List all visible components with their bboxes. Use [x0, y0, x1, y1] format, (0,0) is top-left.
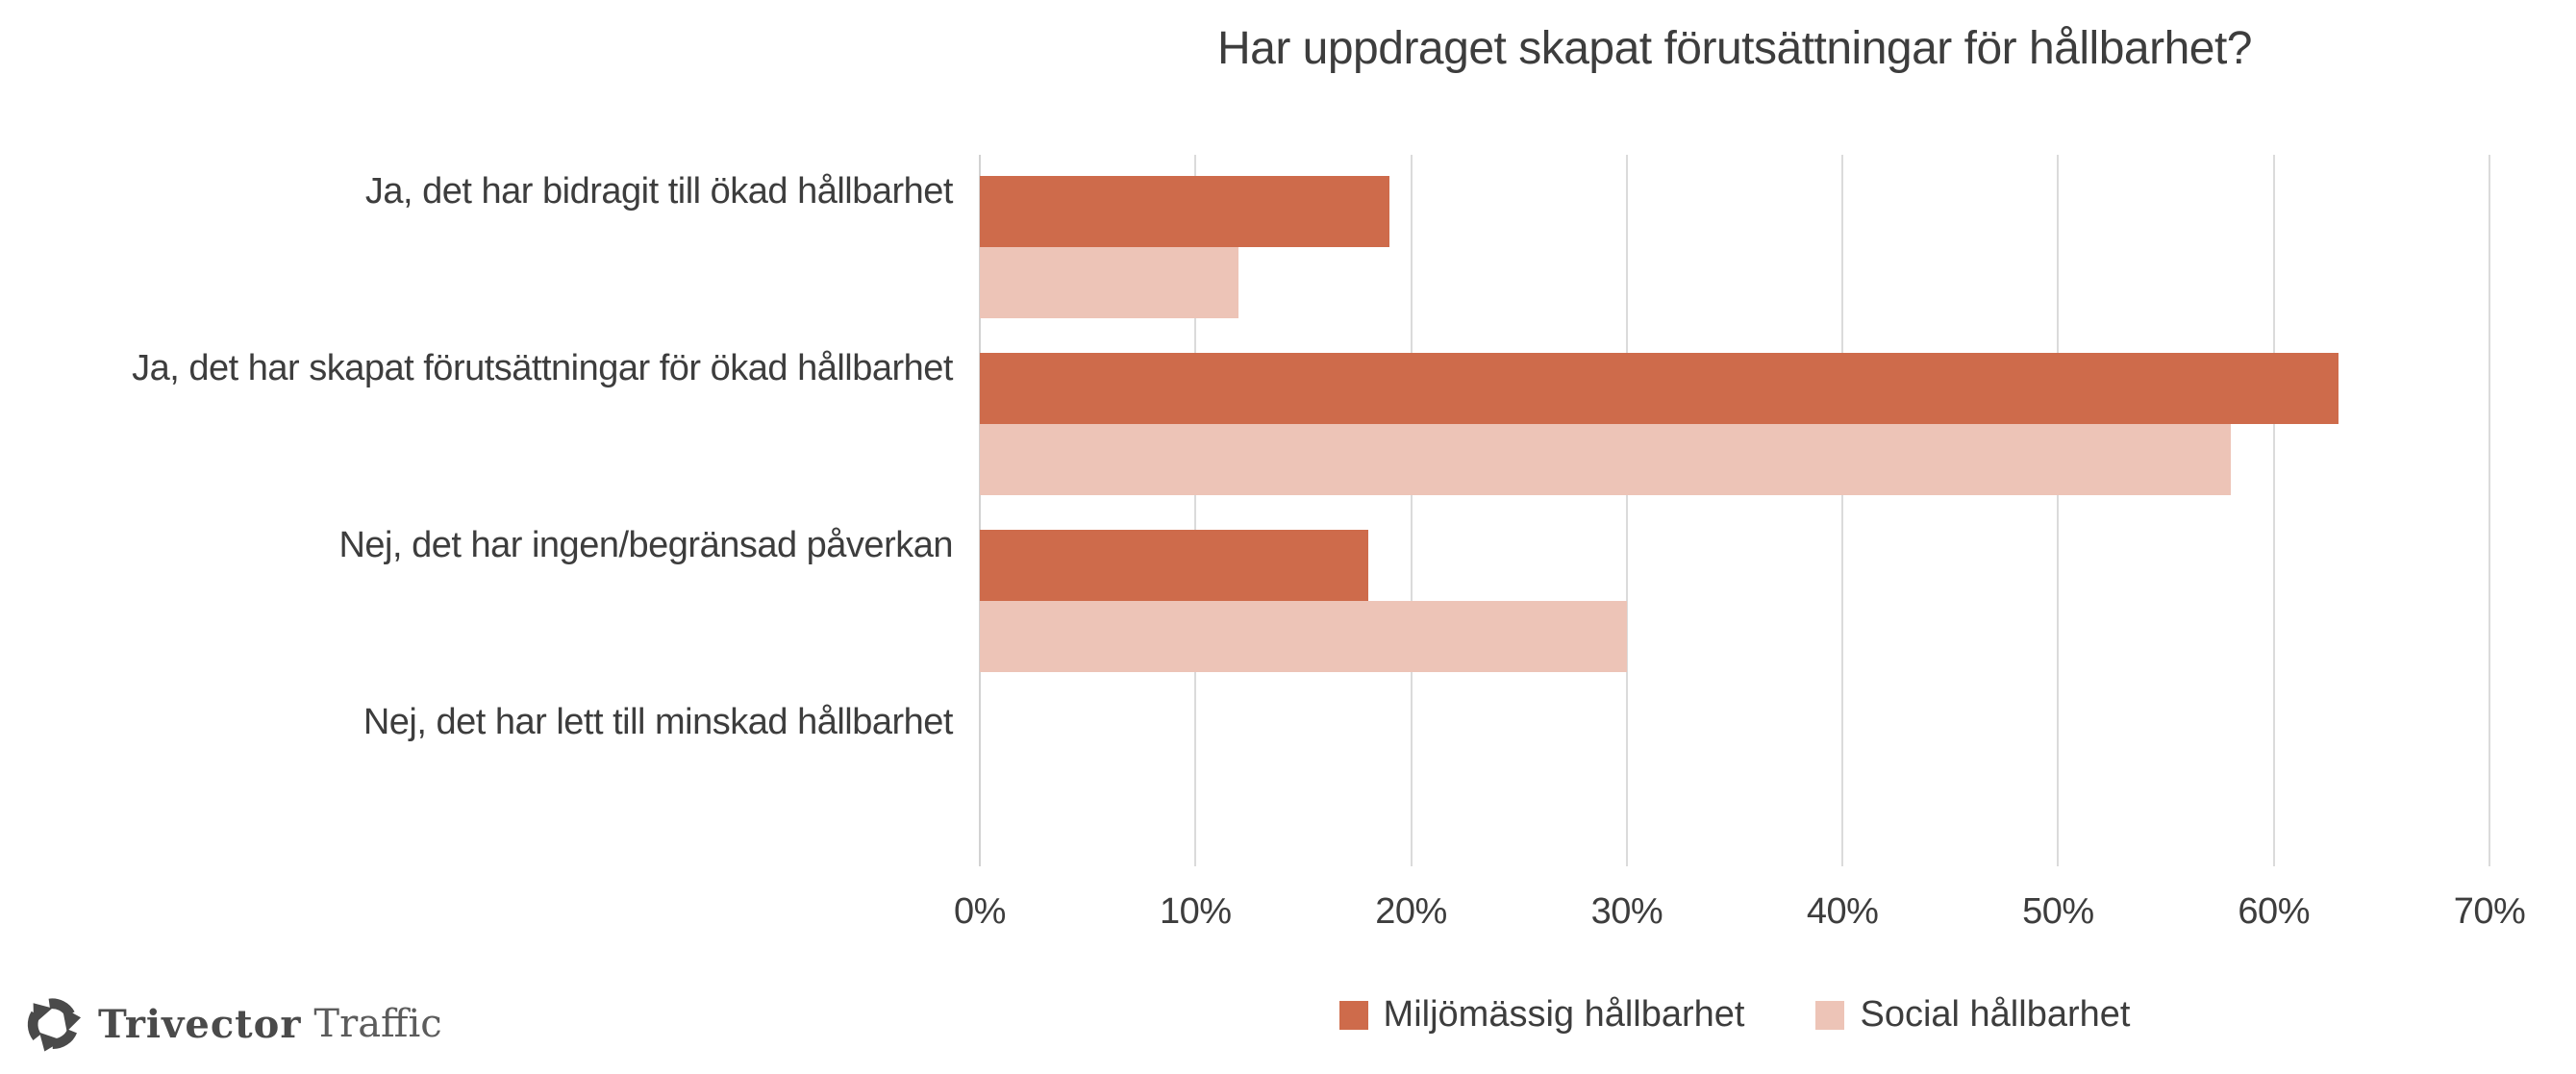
legend-swatch [1338, 1000, 1368, 1030]
bar-miljomassig [980, 530, 1368, 601]
bar-social [980, 247, 1239, 318]
gridline [2057, 155, 2060, 866]
logo-text-traffic: Traffic [313, 1002, 442, 1046]
y-axis-line [979, 155, 981, 866]
gridline [1625, 155, 1628, 866]
chart-title: Har uppdraget skapat förutsättningar för… [1216, 23, 2253, 74]
x-tick-label: 20% [1375, 891, 1447, 932]
legend-label: Miljömässig hållbarhet [1383, 994, 1745, 1035]
gridline [2272, 155, 2275, 866]
bar-miljomassig [980, 353, 2338, 424]
gridline [2488, 155, 2490, 866]
category-row: Ja, det har bidragit till ökad hållbarhe… [365, 159, 2489, 336]
x-tick-label: 0% [954, 891, 1006, 932]
legend-swatch [1815, 1000, 1845, 1030]
bar-miljomassig [980, 176, 1390, 247]
category-row: Ja, det har skapat förutsättningar för ö… [132, 336, 2489, 512]
category-label: Ja, det har bidragit till ökad hållbarhe… [364, 171, 954, 212]
x-tick-label: 30% [1590, 891, 1663, 932]
gridline [1410, 155, 1413, 866]
legend: Miljömässig hållbarhet Social hållbarhet [980, 994, 2489, 1036]
legend-item: Social hållbarhet [1815, 994, 2130, 1036]
x-axis: 0% 10% 20% 30% 40% 50% 60% 70% [954, 891, 2526, 939]
trivector-logo: Trivector Traffic [23, 988, 442, 1060]
legend-item: Miljömässig hållbarhet [1338, 994, 1745, 1036]
bar-social [980, 424, 2231, 495]
plot-area: Ja, det har bidragit till ökad hållbarhe… [132, 155, 2490, 866]
trivector-logo-icon [23, 994, 83, 1054]
category-label: Nej, det har ingen/begränsad påverkan [338, 525, 953, 565]
gridline [1194, 155, 1197, 866]
x-tick-label: 10% [1160, 891, 1232, 932]
category-row: Nej, det har ingen/begränsad påverkan [338, 512, 2489, 689]
x-tick-label: 60% [2238, 891, 2310, 932]
gridline [1841, 155, 1844, 866]
category-row: Nej, det har lett till minskad hållbarhe… [363, 689, 2489, 866]
legend-label: Social hållbarhet [1860, 994, 2131, 1035]
logo-text-trivector: Trivector [98, 1001, 302, 1047]
x-tick-label: 50% [2022, 891, 2094, 932]
x-tick-label: 40% [1806, 891, 1879, 932]
bar-social [980, 601, 1627, 672]
category-label: Nej, det har lett till minskad hållbarhe… [363, 702, 954, 742]
x-tick-label: 70% [2453, 891, 2526, 932]
category-label: Ja, det har skapat förutsättningar för ö… [132, 348, 953, 388]
